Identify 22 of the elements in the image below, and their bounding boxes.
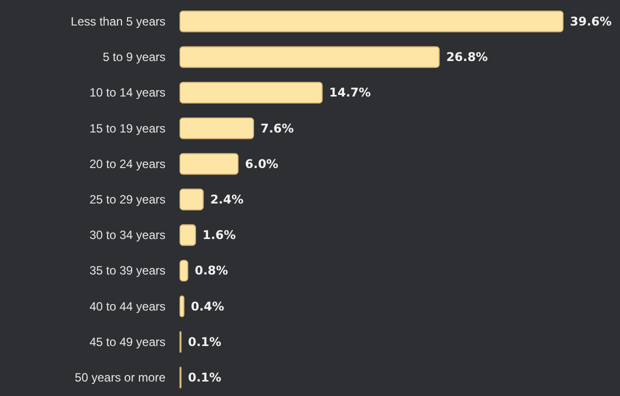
y-tick-label: 50 years or more [74,370,166,385]
y-tick-label: 40 to 44 years [89,299,166,314]
data-label: 14.7% [329,86,371,100]
y-tick-label: 30 to 34 years [89,228,166,242]
data-label: 39.6% [570,14,612,28]
y-tick-label: 45 to 49 years [89,334,166,349]
y-tick-label: 15 to 19 years [89,121,166,136]
data-label: 0.4% [190,299,224,314]
data-label: 1.6% [202,228,236,242]
y-tick-label: 25 to 29 years [89,192,166,206]
data-label: 26.8% [446,50,488,64]
data-label: 0.1% [188,334,222,349]
y-tick-label: 20 to 24 years [89,156,166,171]
data-label: 6.0% [245,156,278,171]
y-tick-label: 5 to 9 years [102,50,166,64]
y-tick-label: 10 to 14 years [89,86,166,100]
y-tick-label: Less than 5 years [70,14,166,28]
data-label: 2.4% [210,192,244,206]
data-label: 0.8% [194,264,228,278]
y-tick-label: 35 to 39 years [89,264,166,278]
data-label: 0.1% [188,370,222,385]
data-label: 7.6% [260,121,294,136]
